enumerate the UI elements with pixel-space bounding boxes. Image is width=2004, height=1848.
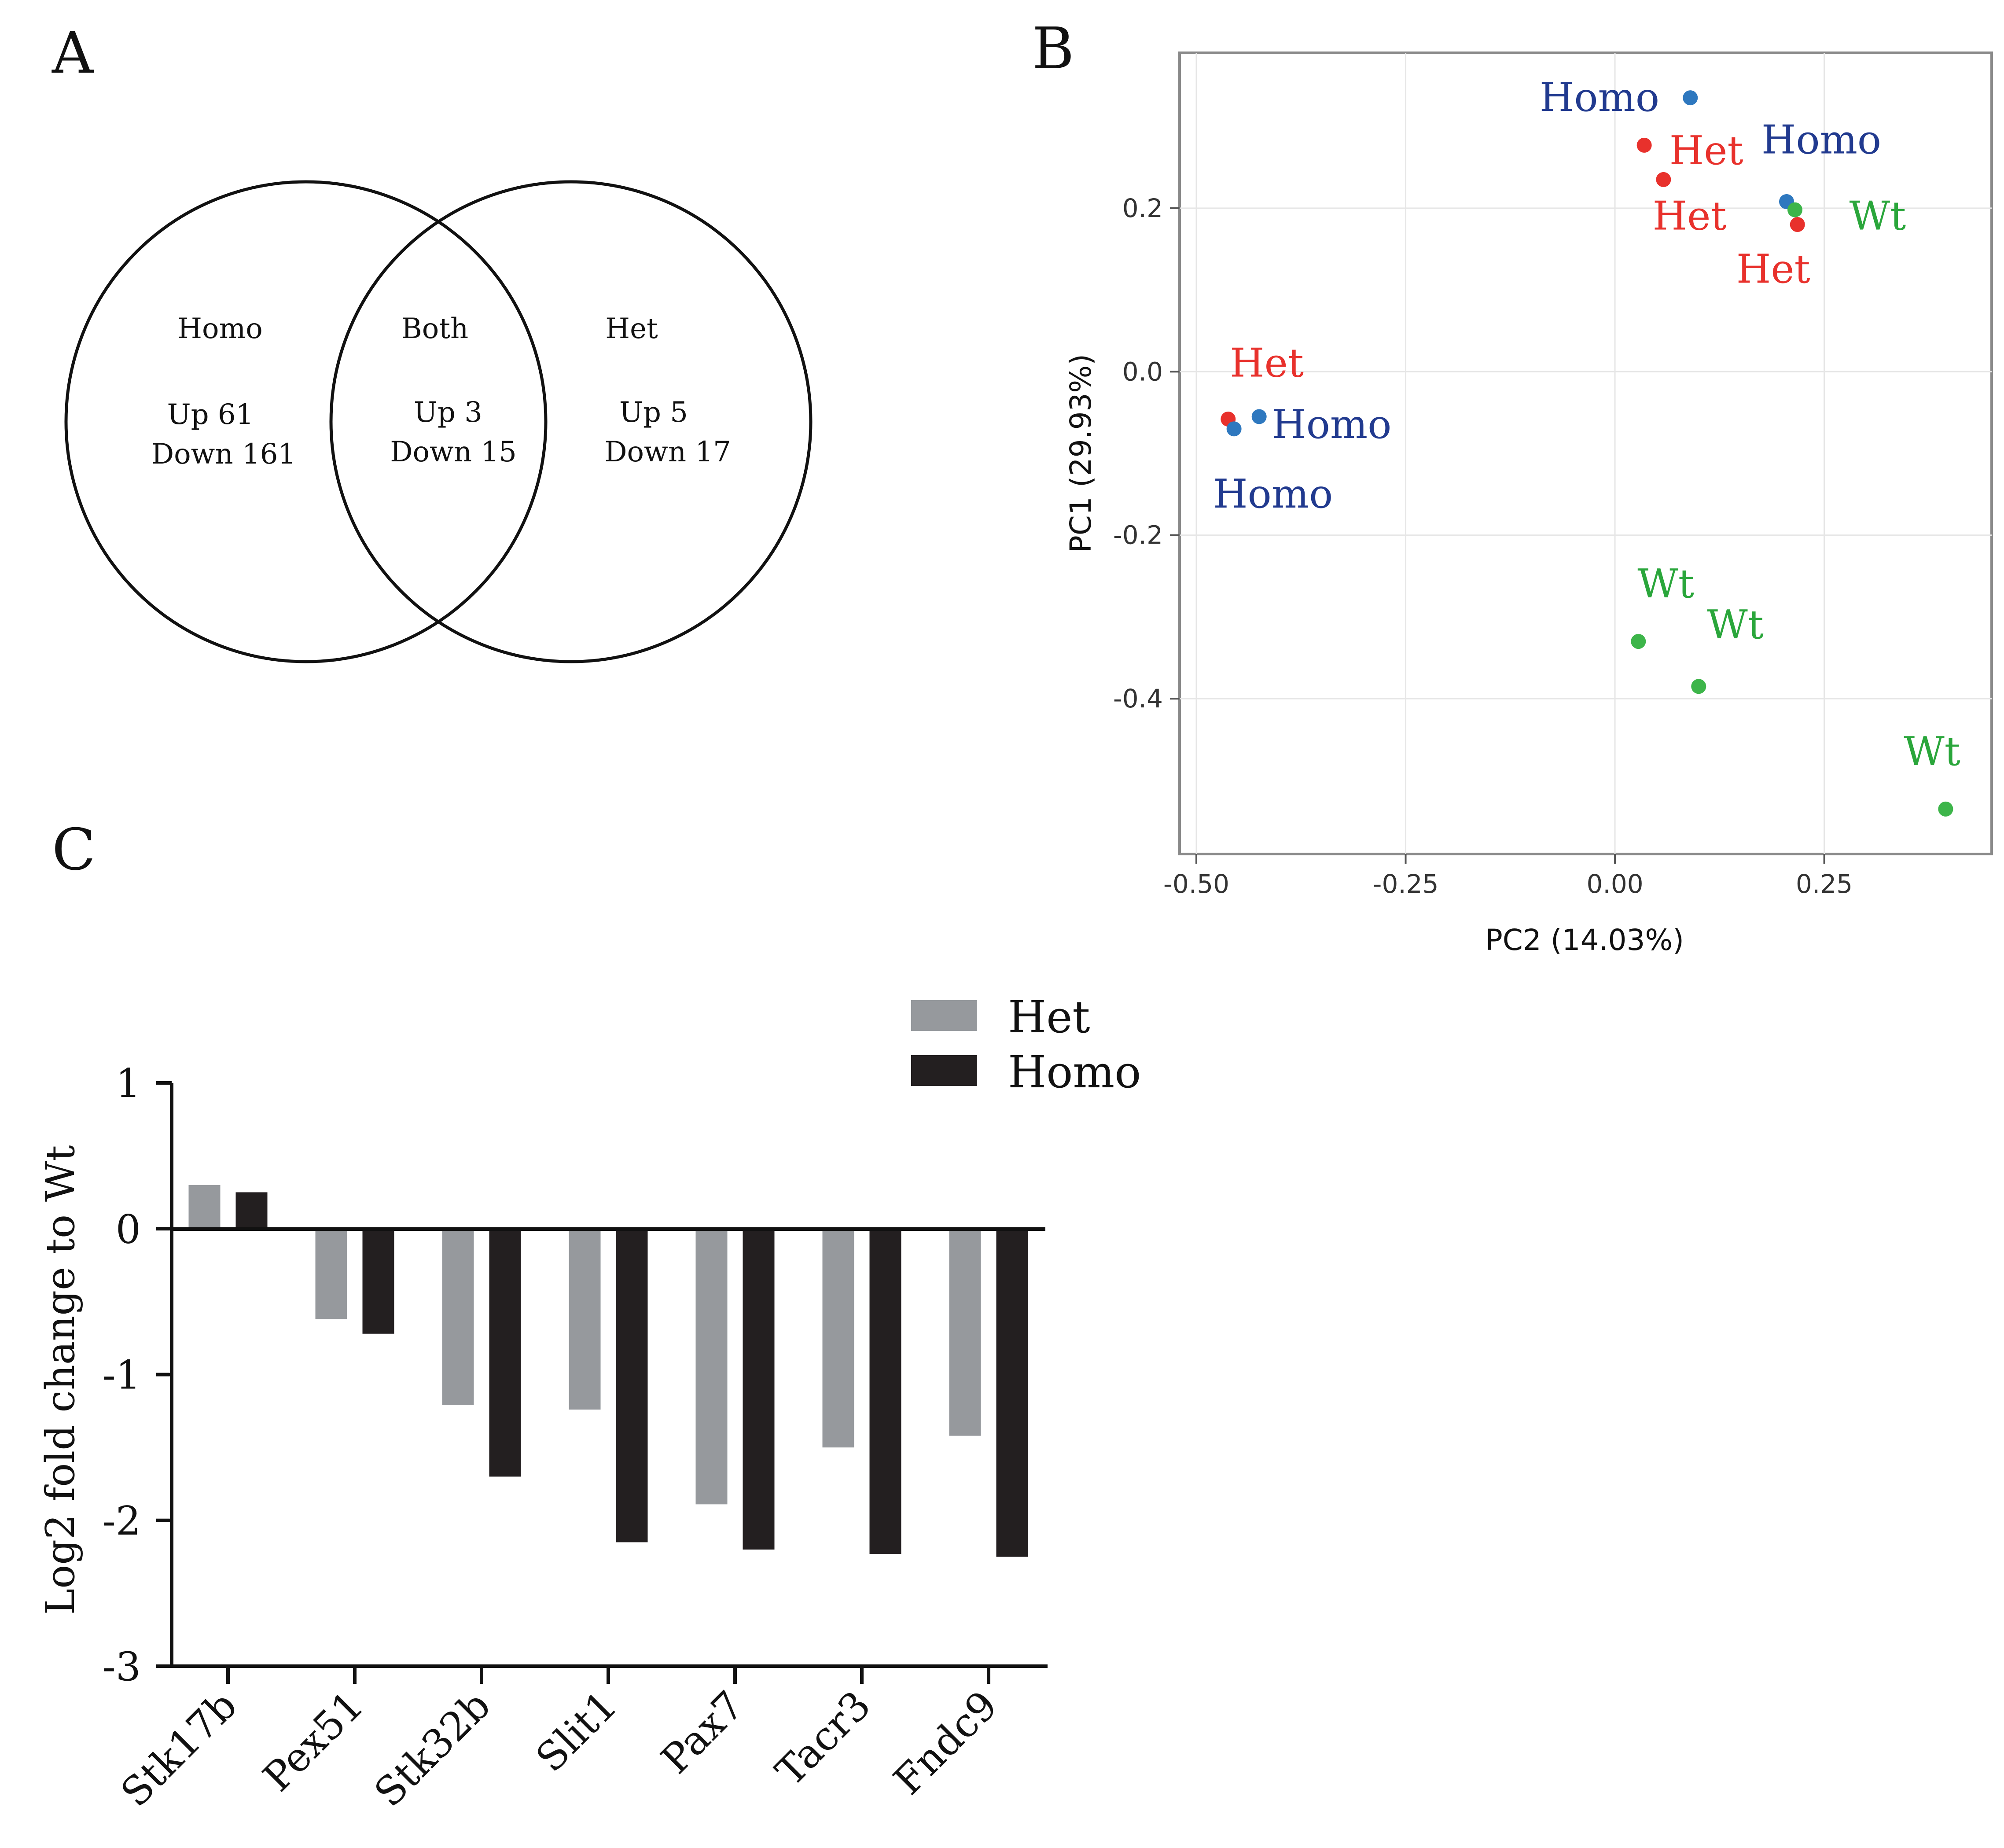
venn-middle-title: Both (401, 313, 469, 345)
pca-annotation-homo: Homo (1540, 74, 1659, 121)
pca-plot-frame (1178, 52, 1993, 855)
bar-het-pex51 (315, 1229, 347, 1319)
bar-homo-pex51 (362, 1229, 394, 1334)
pca-annotation-wt: Wt (1850, 193, 1906, 239)
pca-point-wt (1631, 634, 1646, 649)
pca-points (1221, 90, 1953, 817)
bar-x-tick-label: Fndc9 (885, 1682, 1006, 1804)
pca-point-het (1636, 137, 1652, 153)
bar-het-pax7 (695, 1229, 728, 1505)
bar-homo-stk32b (489, 1229, 521, 1477)
bar-x-tick-label: Slit1 (527, 1682, 626, 1781)
pca-x-tick-label: -0.50 (1163, 869, 1229, 899)
venn-circle-het (329, 180, 813, 663)
venn-right-down: Down 17 (604, 436, 731, 468)
bar-het-stk32b (442, 1229, 474, 1406)
bar-x-tick-label: Tacr3 (767, 1682, 879, 1795)
bar-y-tick-label: -2 (102, 1498, 141, 1544)
panel-c: C Het Homo Log2 fold change to Wt 1 0 -1 -2… (37, 816, 1141, 1816)
pca-x-tick-label: -0.25 (1373, 869, 1439, 899)
bar-homo-stk17b (235, 1192, 268, 1229)
legend-label-homo: Homo (1008, 1046, 1141, 1098)
bar-homo-pax7 (743, 1229, 775, 1550)
pca-point-homo (1251, 409, 1267, 424)
panel-label-b: B (1032, 15, 1074, 82)
bar-bars (188, 1185, 1028, 1557)
pca-y-axis-label: PC1 (29.93%) (1064, 354, 1098, 553)
pca-y-tick-label: 0.2 (1122, 193, 1163, 223)
pca-point-homo (1226, 421, 1242, 437)
venn-middle-down: Down 15 (390, 436, 517, 468)
pca-point-wt (1938, 801, 1953, 817)
pca-y-tick-label: 0.0 (1122, 357, 1163, 387)
legend-swatch-het (911, 1000, 977, 1031)
panel-label-a: A (51, 19, 94, 86)
panel-label-c: C (52, 816, 96, 883)
bar-het-stk17b (188, 1185, 221, 1229)
legend-swatch-homo (911, 1055, 977, 1086)
pca-gridlines (1180, 53, 1992, 854)
pca-annotation-homo: Homo (1761, 117, 1881, 163)
bar-x-tick-label: Pax7 (652, 1682, 753, 1783)
venn-right-up: Up 5 (619, 396, 688, 429)
bar-y-axis-label: Log2 fold change to Wt (37, 1145, 84, 1615)
bar-het-slit1 (569, 1229, 601, 1410)
panel-a: A Homo Up 61 Down 161 Both Up 3 Down 15 … (51, 19, 813, 663)
pca-annotation-wt: Wt (1707, 602, 1764, 648)
venn-circle-homo (64, 180, 548, 663)
venn-left-title: Homo (177, 313, 263, 345)
pca-x-axis-label: PC2 (14.03%) (1485, 923, 1684, 957)
bar-y-tick-label: -1 (102, 1352, 141, 1399)
panel-b: B -0.50 -0.25 0.00 0.25-0.4-0.20.00.2 HomoH… (1032, 15, 1993, 957)
venn-left-down: Down 161 (151, 438, 296, 471)
bar-y-ticks: 1 0 -1 -2 -3 (102, 1060, 172, 1690)
bar-homo-slit1 (616, 1229, 648, 1542)
bar-x-tick-label: Stk17b (112, 1682, 246, 1816)
pca-y-tick-label: -0.2 (1113, 520, 1163, 550)
venn-middle-up: Up 3 (414, 396, 482, 429)
pca-ticks: -0.50 -0.25 0.00 0.25 -0.4 -0.2 0.0 0.2 (1113, 193, 1853, 899)
pca-annotation-het: Het (1653, 193, 1727, 239)
venn-right-title: Het (605, 313, 658, 345)
bar-homo-tacr3 (869, 1229, 901, 1554)
legend-label-het: Het (1008, 991, 1090, 1043)
bar-het-tacr3 (822, 1229, 854, 1448)
pca-annotation-het: Het (1669, 128, 1743, 174)
pca-y-tick-label: -0.4 (1113, 684, 1163, 714)
bar-y-tick-label: 1 (116, 1060, 141, 1107)
pca-annotation-het: Het (1230, 340, 1304, 387)
pca-point-het (1790, 217, 1805, 232)
bar-y-tick-label: -3 (102, 1644, 141, 1690)
pca-point-het (1656, 172, 1671, 187)
pca-annotation-wt: Wt (1904, 729, 1960, 775)
bar-y-tick-label: 0 (116, 1206, 141, 1252)
bar-homo-fndc9 (996, 1229, 1028, 1557)
pca-annotation-het: Het (1736, 246, 1810, 292)
pca-point-homo (1683, 90, 1698, 106)
pca-point-wt (1691, 679, 1706, 694)
pca-annotation-wt: Wt (1637, 561, 1694, 607)
pca-point-wt (1787, 202, 1803, 217)
pca-annotation-homo: Homo (1272, 401, 1391, 448)
pca-x-tick-label: 0.25 (1796, 869, 1853, 899)
pca-x-tick-label: 0.00 (1587, 869, 1644, 899)
pca-annotation-homo: Homo (1213, 471, 1333, 517)
bar-x-tick-label: Stk32b (366, 1682, 500, 1816)
venn-left-up: Up 61 (167, 398, 254, 431)
bar-x-tick-label: Pex51 (254, 1682, 373, 1800)
bar-het-fndc9 (949, 1229, 981, 1436)
